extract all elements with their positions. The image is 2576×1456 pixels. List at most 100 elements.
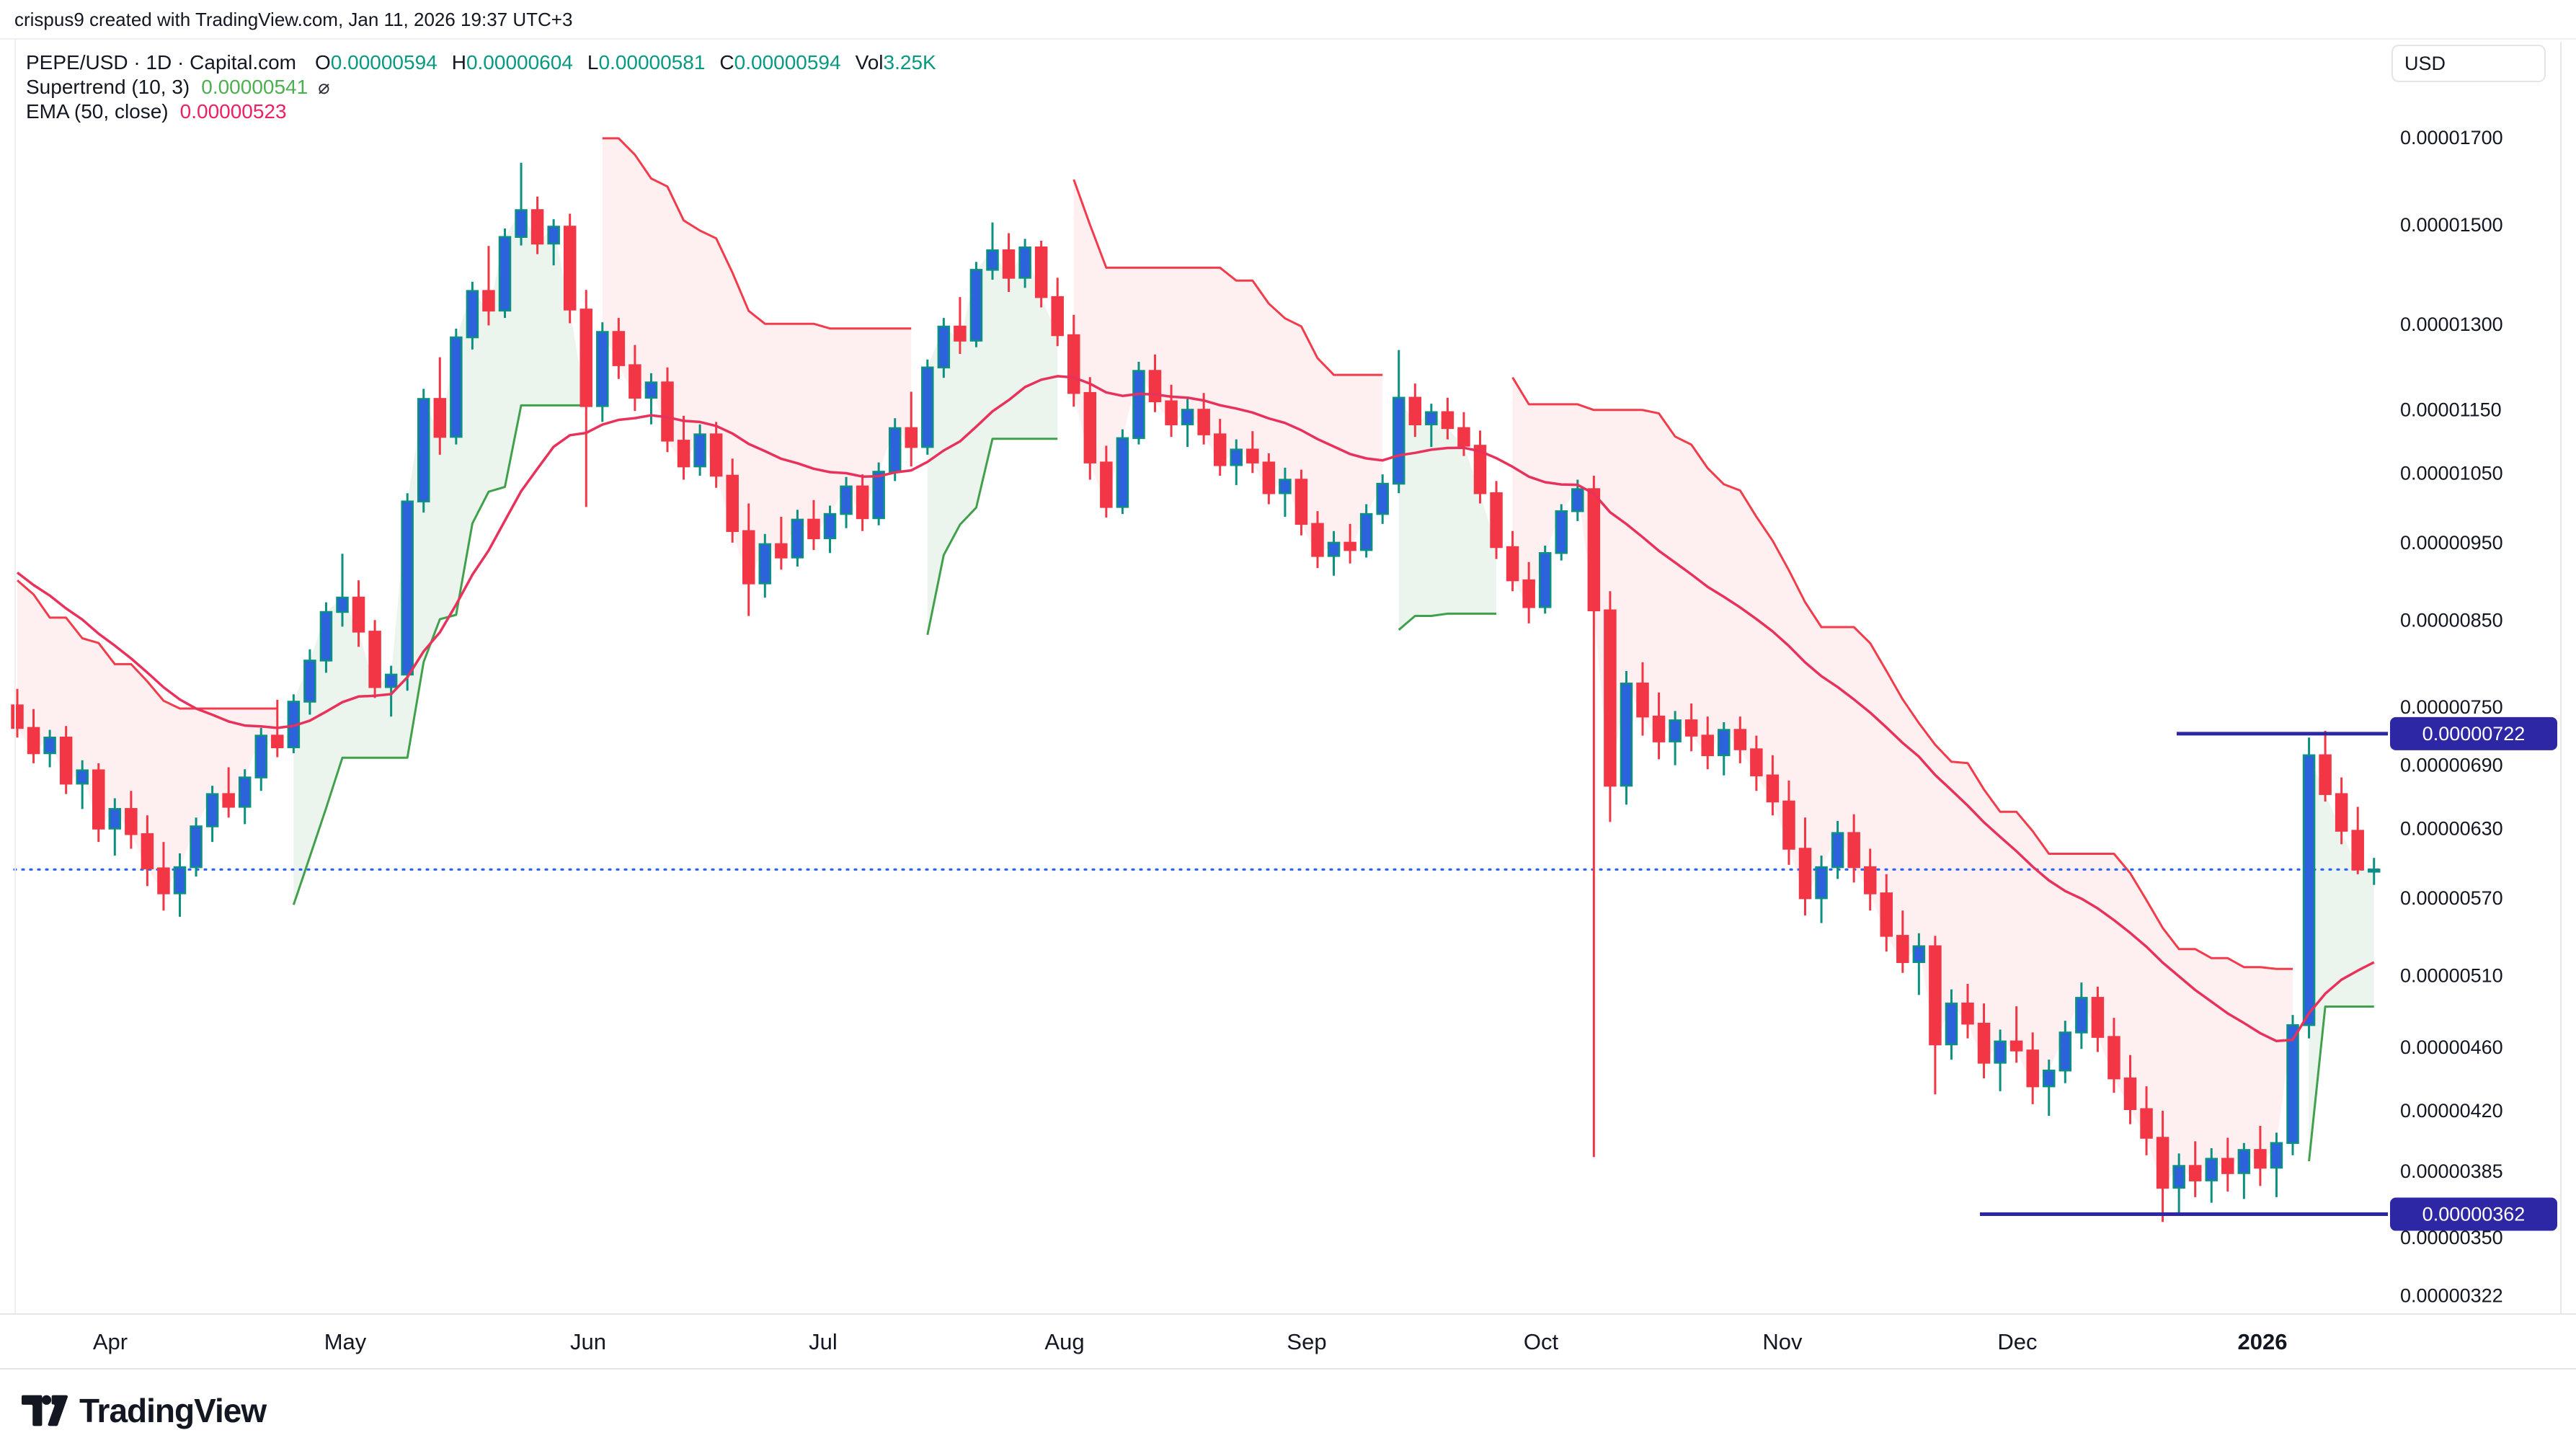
supertrend-line xyxy=(2308,1006,2374,1162)
timescale-bottom-border xyxy=(0,1368,2576,1370)
candle-body xyxy=(125,808,138,835)
candle-body xyxy=(1636,683,1649,718)
price-tick-label: 0.00001700 xyxy=(2400,127,2503,148)
candle-body xyxy=(2172,1165,2185,1189)
candle-body xyxy=(1815,866,1828,900)
candle-body xyxy=(726,474,739,533)
price-tick-label: 0.00000510 xyxy=(2400,965,2503,987)
candle-body xyxy=(579,308,592,407)
attribution-text: crispus9 created with TradingView.com, J… xyxy=(14,9,573,30)
candle-body xyxy=(2237,1149,2251,1174)
ray-price-label-box xyxy=(2390,1197,2557,1231)
candle-body xyxy=(1587,488,1601,612)
candle-body xyxy=(1083,391,1097,463)
candle-body xyxy=(1002,249,1016,279)
header-separator xyxy=(0,38,2576,40)
ema-name: EMA (50, close) xyxy=(26,100,169,123)
price-tick-label: 0.00001500 xyxy=(2400,214,2503,236)
candle-body xyxy=(1847,832,1860,869)
candle-body xyxy=(1457,427,1470,447)
candle-body xyxy=(629,364,641,399)
candle-body xyxy=(2254,1149,2267,1169)
ray-price-label: 0.00000722 xyxy=(2422,723,2526,745)
close-value: 0.00000594 xyxy=(734,51,841,74)
candle-body xyxy=(1718,729,1731,757)
candle-body xyxy=(1294,479,1308,525)
candle-body xyxy=(1279,479,1292,494)
supertrend-fill xyxy=(1398,397,1497,630)
candle-body xyxy=(1213,433,1227,466)
candle-body xyxy=(303,660,316,703)
candle-body xyxy=(547,226,560,245)
candle-body xyxy=(401,500,414,676)
candle-body xyxy=(1701,734,1714,757)
currency-unit-button[interactable]: USD xyxy=(2391,45,2546,82)
candle-body xyxy=(1311,523,1324,557)
candle-body xyxy=(563,226,577,311)
price-tick-label: 0.00000690 xyxy=(2400,755,2503,776)
candle-body xyxy=(205,793,219,827)
supertrend-value: 0.00000541 xyxy=(201,76,308,98)
candle-body xyxy=(954,325,967,342)
price-scale[interactable] xyxy=(2388,40,2576,1312)
candle-body xyxy=(2368,869,2381,873)
candle-body xyxy=(1067,334,1080,394)
month-label: Nov xyxy=(1762,1329,1803,1354)
candle-body xyxy=(986,249,999,271)
price-tick-label: 0.00000630 xyxy=(2400,818,2503,840)
candle-body xyxy=(2188,1165,2202,1181)
supertrend-line xyxy=(17,579,277,710)
month-label: Oct xyxy=(1524,1329,1559,1354)
candle-body xyxy=(709,433,723,477)
candle-body xyxy=(530,209,544,245)
candle-body xyxy=(2221,1158,2234,1174)
tradingview-logo[interactable]: TradingView xyxy=(22,1391,267,1430)
candle-body xyxy=(1051,296,1064,337)
month-label: Dec xyxy=(1997,1329,2037,1354)
symbol-title: PEPE/USD · 1D · Capital.com xyxy=(26,51,296,74)
candle-body xyxy=(1684,719,1698,737)
close-label: C xyxy=(719,51,734,74)
price-tick-label: 0.00000850 xyxy=(2400,609,2503,631)
candle-body xyxy=(888,427,902,473)
supertrend-fill xyxy=(2309,755,2374,1161)
candle-body xyxy=(1034,247,1048,298)
candle-body xyxy=(1571,488,1584,512)
ema-legend-row: EMA (50, close) 0.00000523 xyxy=(26,99,951,124)
candle-body xyxy=(1197,409,1210,435)
candle-body xyxy=(1994,1040,2007,1064)
supertrend-line xyxy=(602,137,912,330)
candle-body xyxy=(791,518,804,559)
low-label: L xyxy=(587,51,599,74)
month-label: Jun xyxy=(570,1329,606,1354)
candle-body xyxy=(141,833,154,869)
candle-body xyxy=(2156,1137,2169,1189)
candle-body xyxy=(1912,945,1926,964)
chart-legend: PEPE/USD · 1D · Capital.com O0.00000594 … xyxy=(26,50,951,124)
time-scale[interactable] xyxy=(0,1315,2576,1368)
candle-body xyxy=(1441,411,1454,430)
supertrend-fill xyxy=(1512,377,2293,1188)
tradingview-logo-text: TradingView xyxy=(79,1392,267,1429)
candle-body xyxy=(2335,793,2348,832)
candle-body xyxy=(2043,1069,2056,1088)
ray-price-label: 0.00000362 xyxy=(2422,1204,2526,1225)
candle-body xyxy=(222,793,235,808)
price-tick-label: 0.00000385 xyxy=(2400,1160,2503,1182)
supertrend-fill xyxy=(17,580,277,894)
candle-body xyxy=(1538,551,1552,608)
candle-body xyxy=(1393,396,1405,485)
candle-body xyxy=(1473,445,1487,494)
candle-body xyxy=(1977,1022,1991,1064)
candle-body xyxy=(498,236,512,312)
candle-body xyxy=(1262,461,1276,494)
month-label: Sep xyxy=(1287,1329,1326,1354)
candle-body xyxy=(2091,997,2105,1038)
candle-body xyxy=(1506,546,1519,582)
candle-body xyxy=(76,769,89,785)
candle-body xyxy=(11,704,24,729)
month-label: Apr xyxy=(93,1329,128,1354)
candle-body xyxy=(1620,683,1633,787)
candle-body xyxy=(1766,774,1780,803)
